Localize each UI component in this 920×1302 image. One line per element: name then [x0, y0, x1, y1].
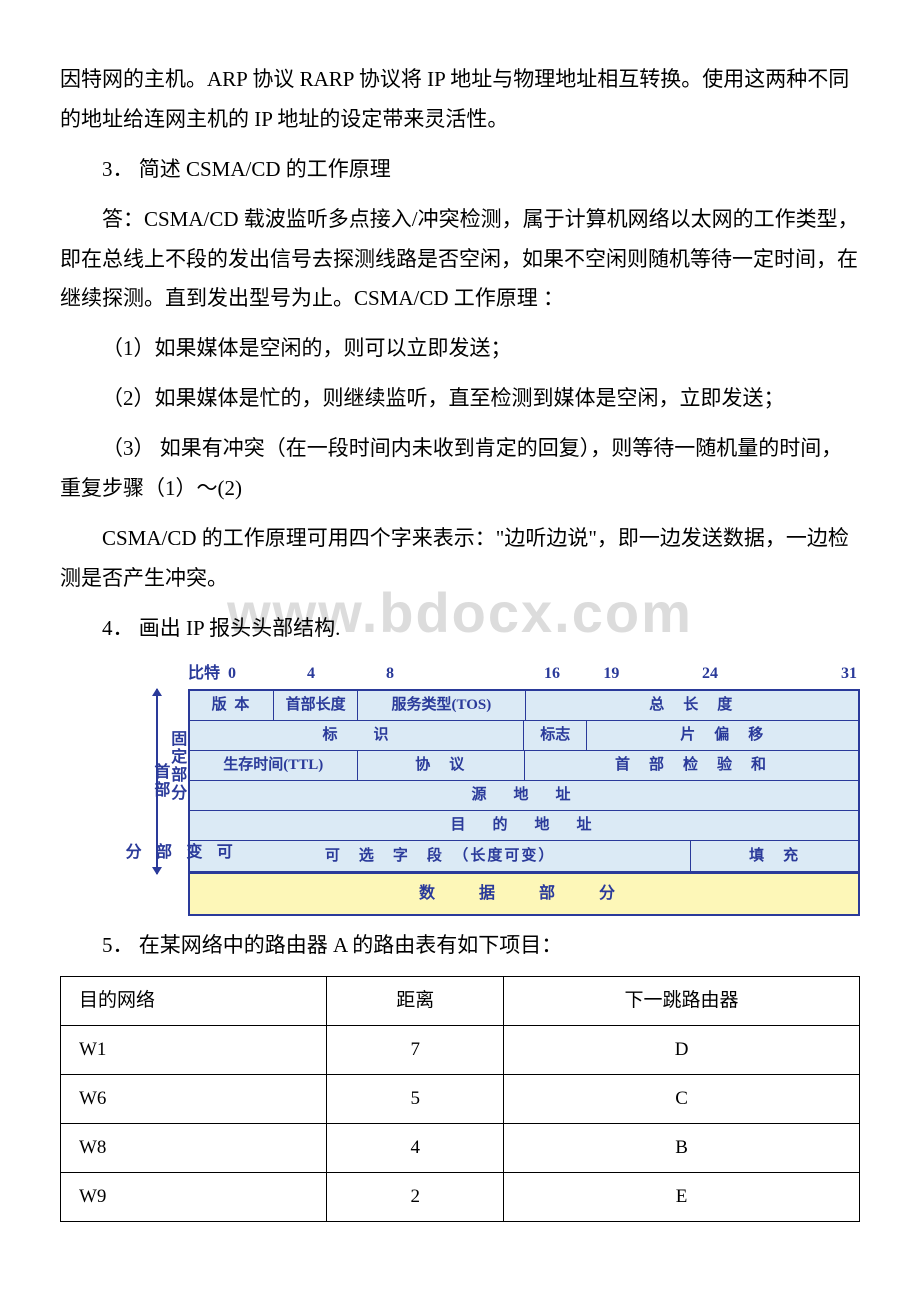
header-row: 目 的 地 址 [190, 811, 858, 841]
answer-3-step1: （1）如果媒体是空闲的，则可以立即发送； [60, 329, 860, 369]
table-cell: 5 [327, 1075, 504, 1124]
answer-3-intro: 答：CSMA/CD 载波监听多点接入/冲突检测，属于计算机网络以太网的工作类型，… [60, 200, 860, 320]
field-padding: 填 充 [691, 841, 858, 871]
table-row: W1 7 D [61, 1025, 860, 1074]
field-options: 可 选 字 段 （长度可变） [190, 841, 691, 871]
table-header: 目的网络 [61, 976, 327, 1025]
table-row: W9 2 E [61, 1173, 860, 1222]
table-cell: C [504, 1075, 860, 1124]
table-row: W8 4 B [61, 1124, 860, 1173]
field-version: 版 本 [190, 691, 274, 721]
bit-tick: 0 [228, 659, 236, 689]
answer-3-summary: CSMA/CD 的工作原理可用四个字来表示："边听边说"，即一边发送数据，一边检… [60, 519, 860, 599]
side-labels: 首部 固定部分 可变部分 [150, 689, 188, 874]
table-cell: B [504, 1124, 860, 1173]
table-cell: 4 [327, 1124, 504, 1173]
table-cell: W8 [61, 1124, 327, 1173]
header-row: 生存时间(TTL) 协 议 首 部 检 验 和 [190, 751, 858, 781]
bit-tick: 31 [841, 659, 857, 689]
header-grid: 版 本 首部长度 服务类型(TOS) 总 长 度 标 识 标志 片 偏 移 生存… [188, 689, 860, 874]
table-header-row: 目的网络 距离 下一跳路由器 [61, 976, 860, 1025]
ip-header-diagram: 比特 0 4 8 16 19 24 31 首部 固定部分 可变部分 版 本 首部… [150, 659, 860, 916]
ip-header-body: 首部 固定部分 可变部分 版 本 首部长度 服务类型(TOS) 总 长 度 标 … [150, 689, 860, 874]
answer-3-step2: （2）如果媒体是忙的，则继续监听，直至检测到媒体是空闲，立即发送； [60, 379, 860, 419]
bit-ruler: 比特 0 4 8 16 19 24 31 [188, 659, 860, 689]
question-3: 3． 简述 CSMA/CD 的工作原理 [60, 150, 860, 190]
answer-3-step3: （3） 如果有冲突（在一段时间内未收到肯定的回复），则等待一随机量的时间，重复步… [60, 429, 860, 509]
field-src-addr: 源 地 址 [190, 781, 858, 811]
data-part: 数 据 部 分 [188, 874, 860, 916]
header-row: 版 本 首部长度 服务类型(TOS) 总 长 度 [190, 691, 858, 721]
field-flags: 标志 [524, 721, 587, 751]
header-row: 源 地 址 [190, 781, 858, 811]
field-tos: 服务类型(TOS) [358, 691, 525, 721]
table-header: 下一跳路由器 [504, 976, 860, 1025]
label-shoubu: 首部 [130, 763, 174, 799]
table-cell: D [504, 1025, 860, 1074]
field-dst-addr: 目 的 地 址 [190, 811, 858, 841]
header-row: 可 选 字 段 （长度可变） 填 充 [190, 841, 858, 871]
bit-tick: 4 [307, 659, 315, 689]
field-offset: 片 偏 移 [587, 721, 858, 751]
table-cell: E [504, 1173, 860, 1222]
table-cell: W6 [61, 1075, 327, 1124]
table-cell: 2 [327, 1173, 504, 1222]
paragraph-intro: 因特网的主机。ARP 协议 RARP 协议将 IP 地址与物理地址相互转换。使用… [60, 60, 860, 140]
field-protocol: 协 议 [358, 751, 526, 781]
routing-table: 目的网络 距离 下一跳路由器 W1 7 D W6 5 C W8 4 B W9 2… [60, 976, 860, 1222]
table-cell: 7 [327, 1025, 504, 1074]
field-id: 标 识 [190, 721, 524, 751]
field-checksum: 首 部 检 验 和 [525, 751, 858, 781]
table-header: 距离 [327, 976, 504, 1025]
bit-tick: 24 [702, 659, 718, 689]
field-ihl: 首部长度 [274, 691, 358, 721]
table-cell: W9 [61, 1173, 327, 1222]
field-ttl: 生存时间(TTL) [190, 751, 358, 781]
bit-label: 比特 [188, 659, 228, 689]
table-cell: W1 [61, 1025, 327, 1074]
header-row: 标 识 标志 片 偏 移 [190, 721, 858, 751]
bit-tick: 8 [386, 659, 394, 689]
field-total-length: 总 长 度 [526, 691, 859, 721]
bit-tick: 16 [544, 659, 560, 689]
bit-tick: 19 [603, 659, 619, 689]
bit-scale: 0 4 8 16 19 24 31 [228, 659, 860, 679]
table-row: W6 5 C [61, 1075, 860, 1124]
question-5: 5． 在某网络中的路由器 A 的路由表有如下项目： [60, 926, 860, 966]
question-4: 4． 画出 IP 报头头部结构. [60, 609, 860, 649]
